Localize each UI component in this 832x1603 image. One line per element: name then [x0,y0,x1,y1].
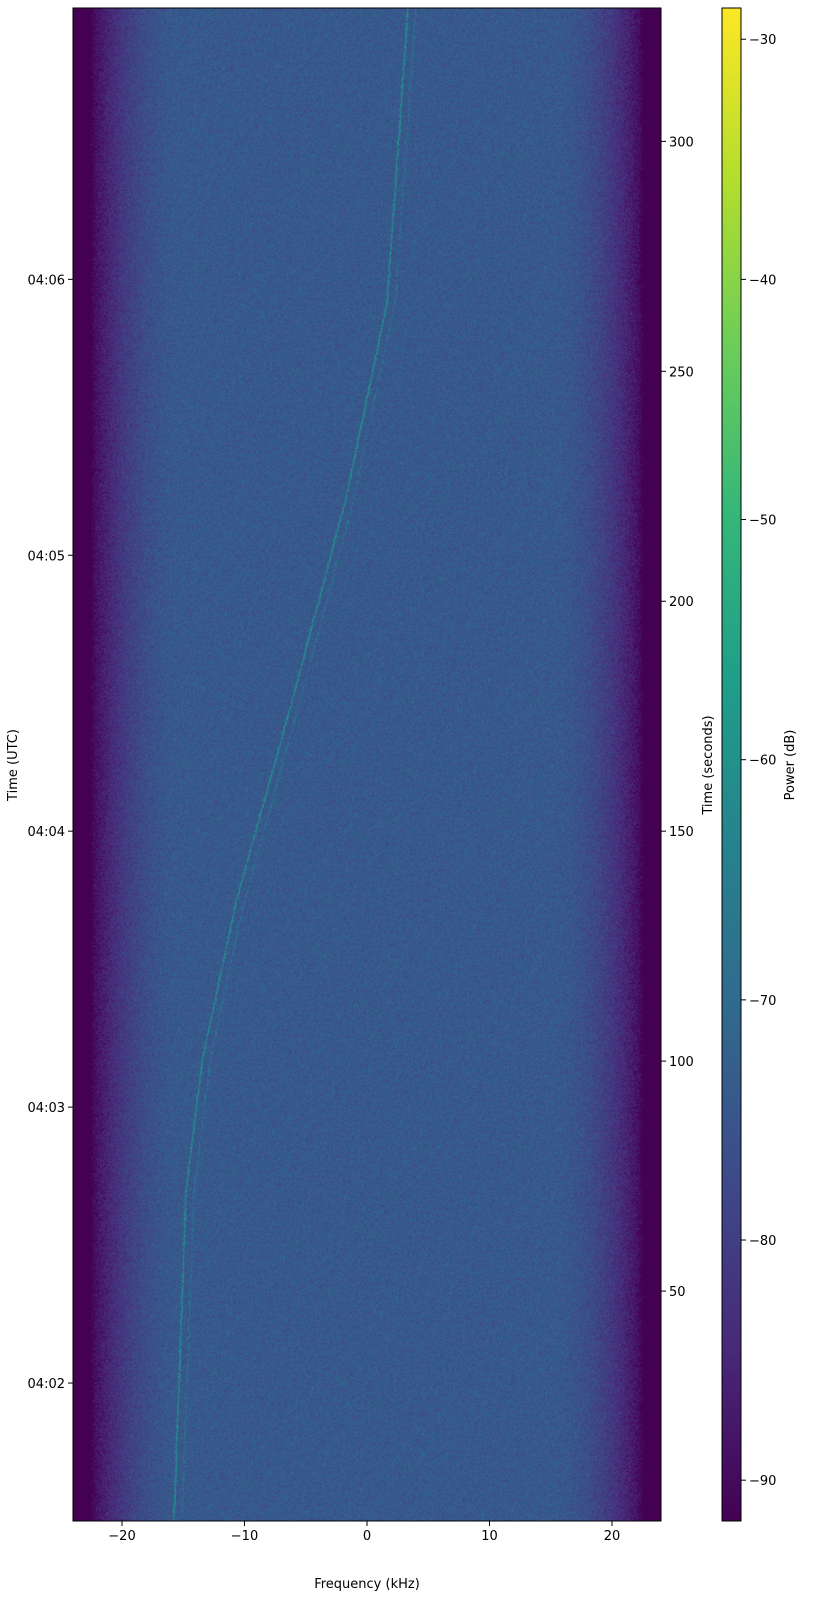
x-tick-label: 10 [481,1529,498,1544]
colorbar-tick-label: −80 [749,1234,776,1249]
plot-frame [72,7,662,1522]
right-tick-label: 150 [669,825,694,840]
x-axis-label: Frequency (kHz) [314,1577,420,1592]
left-tick-label: 04:02 [28,1377,65,1392]
colorbar-tick-label: −60 [749,754,776,769]
right-tick-label: 100 [669,1055,694,1070]
right-tick-label: 300 [669,135,694,150]
left-axis-ticks: 04:02 04:03 04:04 04:05 04:06 [28,273,73,1392]
right-axis-ticks: 50 100 150 200 250 300 [661,135,694,1300]
right-tick-label: 50 [669,1285,686,1300]
x-tick-label: −10 [231,1529,258,1544]
right-axis-label: Time (seconds) [701,715,716,815]
colorbar-tick-label: −40 [749,273,776,288]
x-tick-label: 0 [363,1529,371,1544]
colorbar-ticks: −30 −40 −50 −60 −70 −80 −90 [741,33,776,1489]
left-tick-label: 04:05 [28,549,65,564]
right-tick-label: 200 [669,595,694,610]
colorbar-tick-label: −50 [749,514,776,529]
x-tick-label: −20 [108,1529,135,1544]
x-axis-ticks: −20 −10 0 10 20 [108,1521,620,1544]
colorbar [722,8,741,1521]
left-tick-label: 04:06 [28,273,65,288]
right-tick-label: 250 [669,365,694,380]
left-tick-label: 04:03 [28,1101,65,1116]
left-tick-label: 04:04 [28,825,65,840]
x-tick-label: 20 [604,1529,621,1544]
colorbar-tick-label: −90 [749,1474,776,1489]
spectrogram-heatmap [73,8,661,1521]
left-axis-label: Time (UTC) [6,729,21,802]
colorbar-frame [721,7,742,1522]
colorbar-tick-label: −70 [749,994,776,1009]
colorbar-tick-label: −30 [749,33,776,48]
colorbar-label: Power (dB) [783,730,798,801]
